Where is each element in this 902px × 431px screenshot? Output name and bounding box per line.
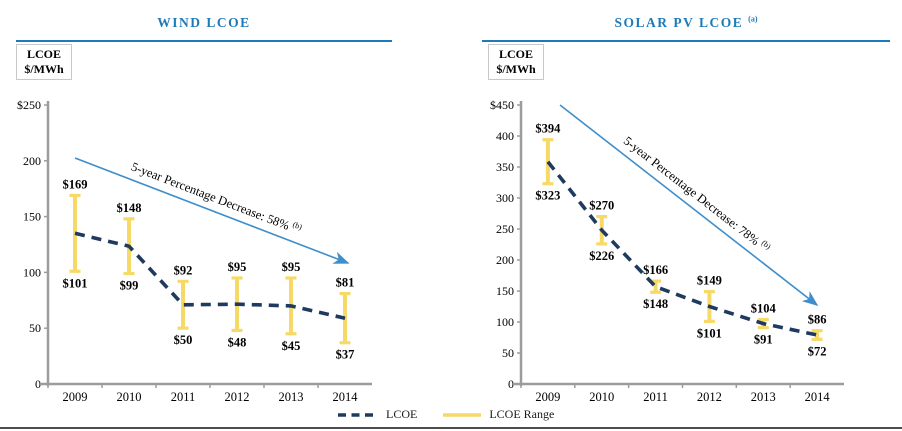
svg-text:100: 100: [496, 315, 514, 329]
wind-title-block: WIND LCOE: [16, 14, 392, 42]
svg-text:350: 350: [496, 160, 514, 174]
trend-arrow: [74, 157, 350, 264]
svg-text:$45: $45: [282, 339, 301, 353]
solar-title-text: SOLAR PV LCOE: [614, 15, 744, 30]
solar-title-block: SOLAR PV LCOE (a): [482, 14, 890, 42]
svg-text:5-year Percentage Decrease: 58: 5-year Percentage Decrease: 58% (b): [129, 159, 303, 238]
svg-text:$450: $450: [490, 98, 514, 112]
svg-text:$250: $250: [17, 98, 41, 112]
svg-text:50: 50: [29, 321, 41, 335]
svg-text:$92: $92: [174, 263, 193, 277]
svg-text:2011: 2011: [643, 390, 668, 404]
svg-text:2010: 2010: [589, 390, 614, 404]
lcoe-line: [546, 160, 818, 337]
bottom-divider-line: [0, 427, 902, 429]
y-axis: $250 200 150 100 50 0: [17, 98, 50, 391]
x-axis: 2009 2010 2011 2012 2013 2014: [513, 382, 844, 404]
svg-text:2011: 2011: [171, 390, 196, 404]
svg-text:2010: 2010: [117, 390, 142, 404]
wind-unit-line2: $/MWh: [24, 62, 64, 76]
value-labels: $394 $323 $270 $226 $166 $148 $149 $101 $104 $91 $…: [535, 122, 826, 359]
svg-text:$86: $86: [808, 313, 827, 327]
lcoe-line: [74, 231, 346, 320]
lcoe-range-bars: [69, 193, 351, 345]
svg-text:$148: $148: [117, 201, 142, 215]
solar-chart-canvas: 5-year Percentage Decrease: 78% (b) $450 4…: [490, 98, 844, 404]
svg-text:$95: $95: [228, 260, 247, 274]
trend-annotation: 5-year Percentage Decrease: 78% (b): [621, 133, 773, 256]
svg-text:$104: $104: [751, 302, 777, 316]
trend-annotation: 5-year Percentage Decrease: 58% (b): [129, 159, 303, 238]
svg-text:$81: $81: [336, 276, 355, 290]
legend-item-lcoe-range: LCOE Range: [443, 407, 554, 422]
legend-item-lcoe: LCOE: [338, 407, 417, 422]
svg-text:250: 250: [496, 222, 514, 236]
wind-chart-canvas: 5-year Percentage Decrease: 58% (b) $250 2…: [17, 98, 372, 404]
svg-text:200: 200: [496, 253, 514, 267]
wind-title-text: WIND LCOE: [157, 15, 251, 30]
svg-text:100: 100: [23, 265, 41, 279]
svg-text:2009: 2009: [63, 390, 88, 404]
svg-text:$323: $323: [535, 189, 560, 203]
svg-text:0: 0: [508, 377, 514, 391]
solar-chart-title: SOLAR PV LCOE (a): [614, 14, 758, 31]
svg-text:$37: $37: [336, 348, 355, 362]
svg-text:2009: 2009: [535, 390, 560, 404]
svg-text:$166: $166: [643, 263, 668, 277]
chart-legend: LCOE LCOE Range: [338, 407, 554, 422]
wind-chart-title: WIND LCOE: [157, 15, 250, 30]
svg-text:2013: 2013: [279, 390, 304, 404]
svg-text:$149: $149: [697, 274, 722, 288]
svg-text:2012: 2012: [697, 390, 722, 404]
lcoe-range-bars: [542, 138, 823, 341]
legend-lcoe-label: LCOE: [386, 407, 418, 421]
svg-text:50: 50: [502, 346, 514, 360]
svg-text:$91: $91: [754, 333, 773, 347]
solar-title-superscript: (a): [748, 14, 758, 24]
svg-text:5-year Percentage Decrease: 78: 5-year Percentage Decrease: 78% (b): [621, 133, 773, 256]
svg-text:$101: $101: [697, 326, 722, 340]
svg-text:$169: $169: [63, 177, 88, 191]
svg-text:$148: $148: [643, 297, 668, 311]
y-axis: $450 400 350 300 250 200 150 100 50 0: [490, 98, 523, 391]
svg-text:2013: 2013: [751, 390, 776, 404]
svg-text:$270: $270: [589, 199, 614, 213]
wind-yaxis-unit-box: LCOE $/MWh: [16, 44, 72, 80]
svg-text:$48: $48: [228, 335, 247, 349]
svg-text:150: 150: [23, 210, 41, 224]
svg-text:300: 300: [496, 191, 514, 205]
solid-yellow-line-icon: [443, 412, 482, 417]
svg-text:2014: 2014: [333, 390, 359, 404]
svg-text:$394: $394: [535, 122, 561, 136]
svg-text:200: 200: [23, 154, 41, 168]
svg-text:$50: $50: [174, 333, 193, 347]
solar-unit-line1: LCOE: [498, 47, 533, 61]
svg-text:$99: $99: [120, 279, 139, 293]
svg-text:$226: $226: [589, 249, 614, 263]
svg-text:0: 0: [35, 377, 41, 391]
wind-unit-line1: LCOE: [26, 47, 61, 61]
solar-unit-line2: $/MWh: [496, 62, 536, 76]
svg-text:2014: 2014: [805, 390, 831, 404]
x-axis: 2009 2010 2011 2012 2013 2014: [40, 382, 372, 404]
svg-text:$95: $95: [282, 260, 301, 274]
svg-text:2012: 2012: [225, 390, 250, 404]
svg-text:$101: $101: [63, 276, 88, 290]
solar-yaxis-unit-box: LCOE $/MWh: [488, 44, 544, 80]
svg-text:$72: $72: [808, 344, 827, 358]
dashed-navy-line-icon: [338, 412, 378, 417]
trend-arrow: [559, 104, 819, 306]
legend-range-label: LCOE Range: [489, 407, 555, 421]
svg-text:150: 150: [496, 284, 514, 298]
svg-text:400: 400: [496, 129, 514, 143]
value-labels: $169 $101 $148 $99 $92 $50 $95 $48 $95 $45 $81 $37: [63, 177, 355, 361]
